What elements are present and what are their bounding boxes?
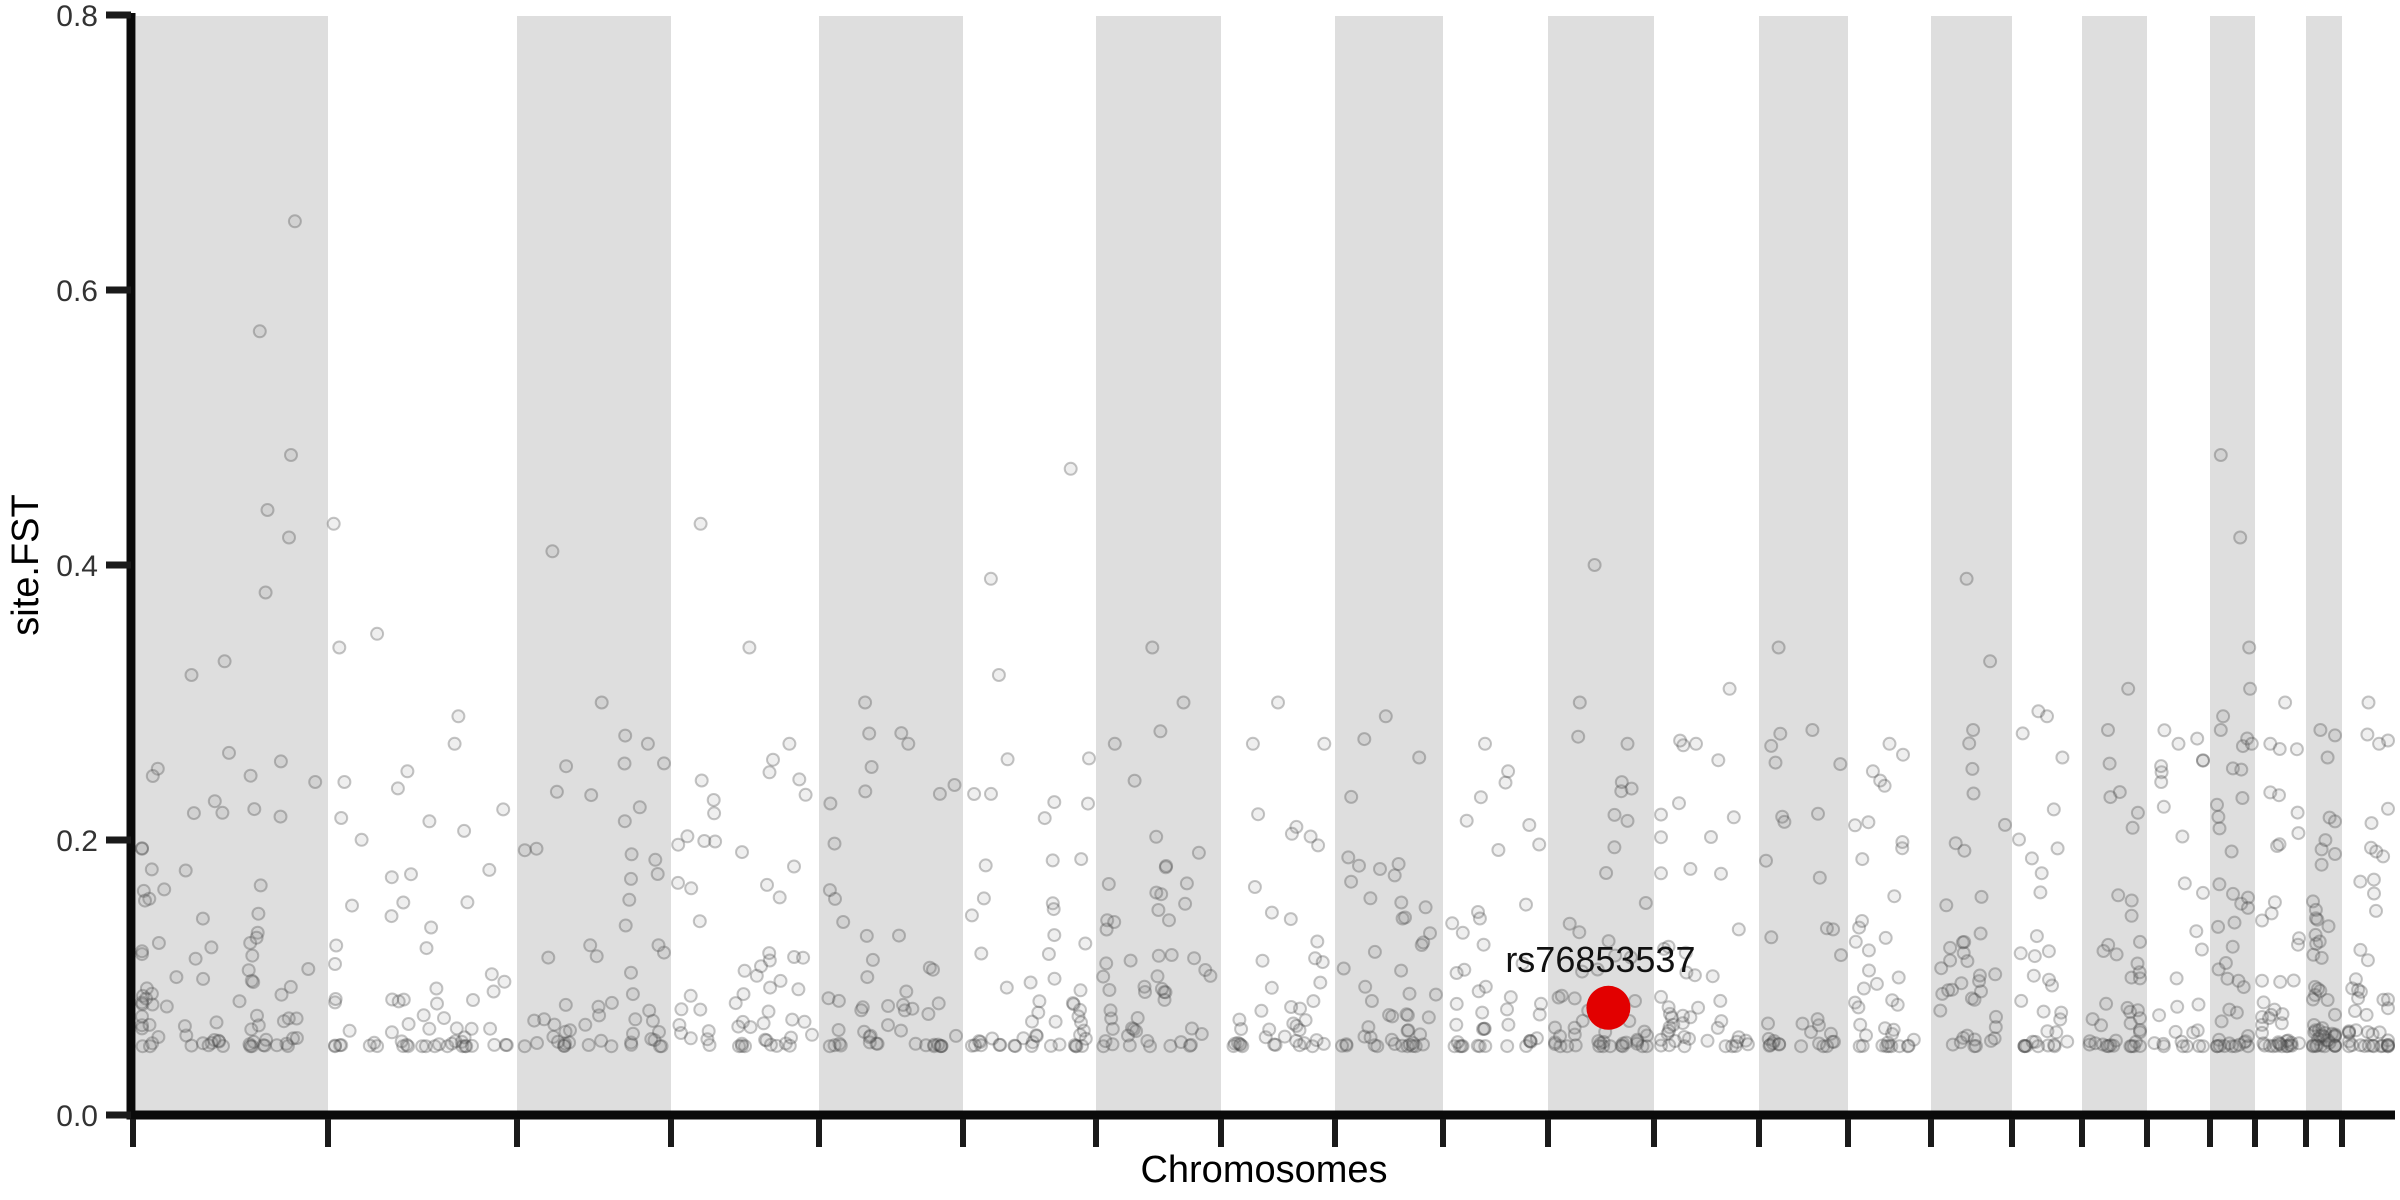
highlighted-snp-point bbox=[1586, 985, 1631, 1030]
y-tick-label: 0.2 bbox=[56, 825, 98, 858]
y-tick-label: 0.0 bbox=[56, 1100, 98, 1133]
y-tick-label: 0.6 bbox=[56, 275, 98, 308]
snp-annotation-label: rs76853537 bbox=[1505, 939, 1695, 980]
y-tick-label: 0.4 bbox=[56, 550, 98, 583]
outlier-points bbox=[184, 214, 2387, 779]
y-axis-ticks bbox=[106, 11, 131, 1119]
chromosome-bands bbox=[136, 16, 2342, 1112]
x-axis-title: Chromosomes bbox=[1140, 1149, 1387, 1191]
scatter-points bbox=[135, 704, 2395, 1054]
y-axis-title: site.FST bbox=[5, 494, 47, 635]
x-axis-ticks bbox=[130, 1119, 2345, 1147]
y-axis-tick-labels: 0.0 0.2 0.4 0.6 0.8 bbox=[56, 0, 98, 1133]
y-tick-label: 0.8 bbox=[56, 0, 98, 33]
